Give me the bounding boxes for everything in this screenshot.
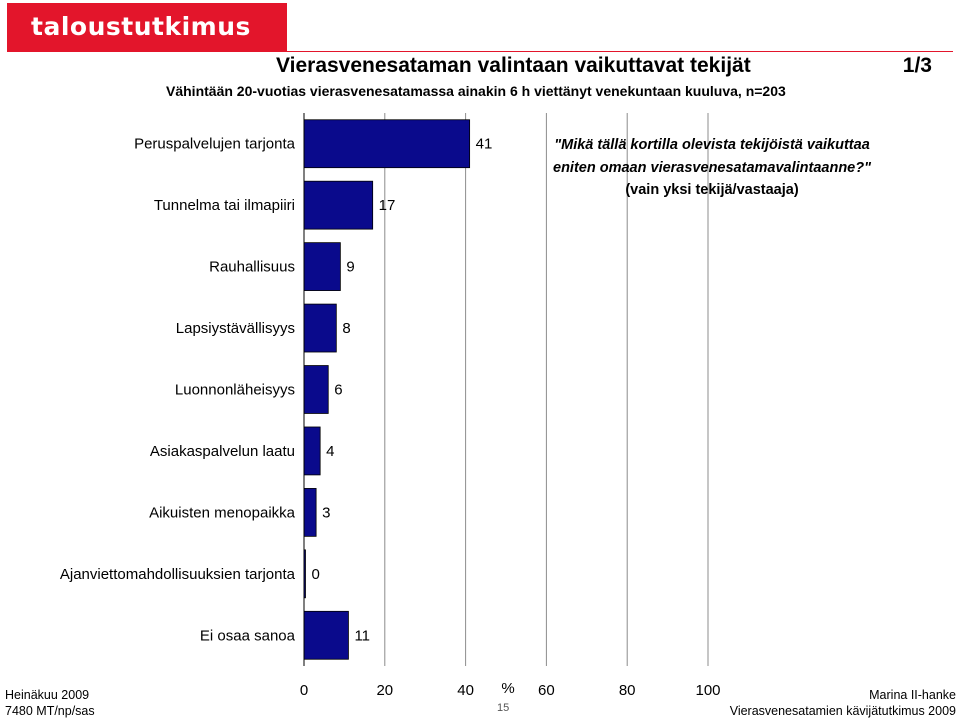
question-text: "Mikä tällä kortilla olevista tekijöistä…: [553, 137, 871, 176]
company-logo: taloustutkimus oy: [7, 3, 287, 89]
bar: [303, 426, 321, 476]
value-label: 17: [379, 197, 396, 214]
value-label: 3: [322, 504, 330, 521]
x-tick-label: 80: [619, 682, 636, 699]
question-note: "Mikä tällä kortilla olevista tekijöistä…: [548, 134, 876, 202]
bar: [303, 303, 337, 353]
category-label: Luonnonläheisyys: [175, 382, 295, 399]
page-subtitle: Vähintään 20-vuotias vierasvenesatamassa…: [166, 83, 786, 99]
bar: [303, 610, 349, 660]
bar: [303, 488, 317, 537]
category-label: Ei osaa sanoa: [200, 627, 296, 644]
x-axis-label: %: [501, 680, 514, 697]
category-label: Ajanviettomahdollisuuksien tarjonta: [60, 566, 296, 583]
value-label: 41: [476, 136, 493, 153]
footer-date: Heinäkuu 2009: [5, 688, 90, 702]
question-instruction: (vain yksi tekijä/vastaaja): [625, 182, 799, 198]
value-label: 0: [312, 566, 320, 583]
category-label: Rauhallisuus: [209, 259, 295, 276]
bar: [303, 365, 329, 414]
x-tick-label: 20: [376, 682, 393, 699]
value-label: 6: [334, 382, 342, 399]
category-label: Lapsiystävällisyys: [176, 320, 295, 337]
x-tick-label: 0: [300, 682, 308, 699]
value-label: 4: [326, 443, 334, 460]
bar: [303, 242, 341, 291]
footer-code: 7480 MT/np/sas: [5, 704, 95, 718]
category-label: Peruspalvelujen tarjonta: [134, 136, 296, 153]
x-tick-label: 60: [538, 682, 555, 699]
category-label: Tunnelma tai ilmapiiri: [154, 197, 295, 214]
header-divider: [7, 51, 953, 52]
x-tick-label: 40: [457, 682, 474, 699]
footer-study: Vierasvenesatamien kävijätutkimus 2009: [729, 704, 956, 718]
x-tick-label: 100: [695, 682, 720, 699]
value-label: 9: [346, 259, 354, 276]
value-label: 8: [342, 320, 350, 337]
bar: [303, 119, 471, 169]
footer-project: Marina II-hanke: [869, 688, 956, 702]
page-title: Vierasvenesataman valintaan vaikuttavat …: [276, 54, 751, 77]
page-indicator: 1/3: [902, 54, 932, 77]
category-label: Aikuisten menopaikka: [149, 504, 296, 521]
value-label: 11: [354, 627, 370, 644]
footer-page-number: 15: [497, 702, 510, 714]
category-label: Asiakaspalvelun laatu: [150, 443, 295, 460]
bar: [303, 180, 374, 230]
